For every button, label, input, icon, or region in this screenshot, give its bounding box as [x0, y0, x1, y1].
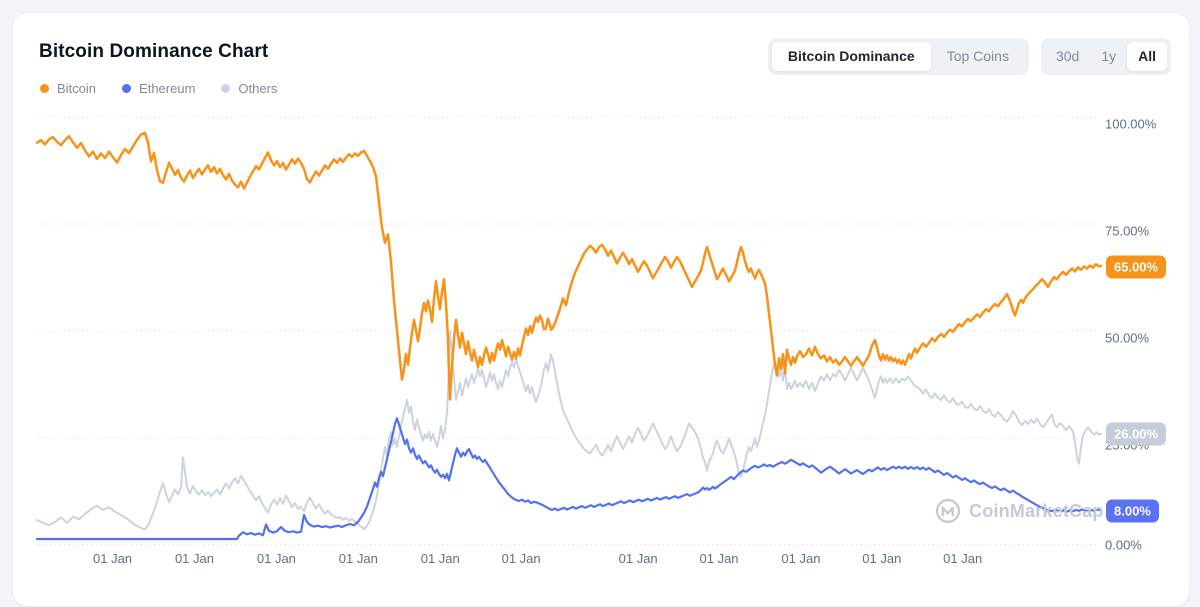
x-tick-label: 01 Jan: [174, 551, 214, 566]
y-tick-label: 50.00%: [1105, 330, 1150, 346]
chart-legend: Bitcoin Ethereum Others: [40, 81, 277, 96]
toggle-all[interactable]: All: [1127, 42, 1167, 71]
x-tick-label: 01 Jan: [501, 551, 541, 566]
x-axis-labels: 01 Jan 01 Jan 01 Jan 01 Jan 01 Jan 01 Jan 01 J…: [37, 551, 1101, 567]
value-badge-26: 26.00%: [1106, 422, 1167, 446]
x-tick-label: 01 Jan: [338, 551, 378, 566]
watermark-text: CoinMarketCap: [969, 500, 1104, 521]
series-line-others: [36, 330, 1102, 531]
value-badge-8: 8.00%: [1106, 499, 1159, 523]
watermark: CoinMarketCap: [934, 497, 1104, 525]
coinmarketcap-logo-icon: [934, 497, 962, 525]
y-tick-label: 0.00%: [1105, 537, 1142, 553]
y-tick-label: 100.00%: [1105, 116, 1157, 132]
y-tick-label: 75.00%: [1105, 223, 1150, 239]
legend-item-others[interactable]: Others: [221, 81, 277, 96]
x-tick-label: 01 Jan: [781, 551, 821, 566]
legend-label: Ethereum: [139, 81, 196, 96]
legend-dot-icon: [122, 84, 132, 93]
legend-dot-icon: [40, 84, 49, 93]
page-title: Bitcoin Dominance Chart: [39, 41, 269, 62]
legend-item-bitcoin[interactable]: Bitcoin: [40, 81, 96, 96]
x-tick-label: 01 Jan: [420, 551, 460, 566]
x-tick-label: 01 Jan: [256, 551, 296, 566]
chart-card: Bitcoin Dominance Chart Bitcoin Ethereum O…: [12, 12, 1190, 607]
x-tick-label: 01 Jan: [943, 551, 983, 566]
toggle-30d[interactable]: 30d: [1055, 48, 1080, 64]
toggle-1y[interactable]: 1y: [1101, 48, 1117, 64]
chart-plot-area[interactable]: [35, 116, 1103, 545]
series-line-bitcoin: [35, 131, 1103, 401]
x-tick-label: 01 Jan: [862, 551, 902, 566]
x-tick-label: 01 Jan: [93, 551, 133, 566]
series-line-ethereum: [35, 417, 1103, 541]
legend-dot-icon: [221, 84, 231, 93]
range-toggle-group: 30d 1y All: [1040, 38, 1171, 75]
x-tick-label: 01 Jan: [699, 551, 739, 566]
dominance-line-chart[interactable]: [35, 116, 1103, 545]
toggle-top-coins[interactable]: Top Coins: [946, 48, 1009, 64]
legend-label: Bitcoin: [57, 81, 97, 96]
chart-controls: Bitcoin Dominance Top Coins 30d 1y All: [767, 38, 1171, 75]
legend-item-ethereum[interactable]: Ethereum: [122, 81, 195, 96]
x-tick-label: 01 Jan: [618, 551, 658, 566]
value-badge-65: 65.00%: [1106, 255, 1167, 279]
legend-label: Others: [238, 81, 278, 96]
view-toggle-group: Bitcoin Dominance Top Coins: [767, 38, 1029, 75]
toggle-bitcoin-dominance[interactable]: Bitcoin Dominance: [771, 42, 931, 71]
